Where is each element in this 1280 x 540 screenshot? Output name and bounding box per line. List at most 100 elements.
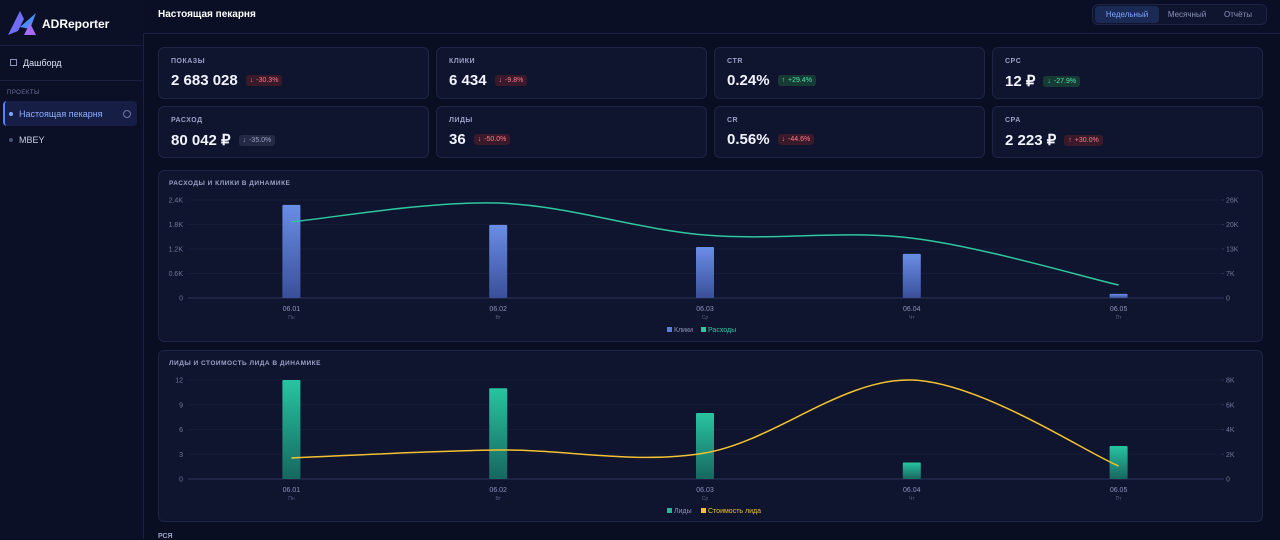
chart-title: РАСХОДЫ И КЛИКИ В ДИНАМИКЕ xyxy=(169,180,291,187)
bar xyxy=(1109,293,1128,298)
legend-swatch xyxy=(667,508,672,513)
kpi-value: 80 042 ₽ xyxy=(171,132,231,149)
y2-tick-label: 2K xyxy=(1226,452,1235,459)
x-sub-label: Чт xyxy=(909,496,915,502)
kpi-row: 0.56% ↓ -44.6% xyxy=(727,131,815,148)
y-tick-label: 1.8K xyxy=(169,222,184,229)
y2-tick-label: 8K xyxy=(1226,378,1235,385)
line xyxy=(291,379,1119,467)
kpi-value: 6 434 xyxy=(449,72,487,89)
legend-swatch xyxy=(701,508,706,513)
kpi-card: CPA 2 223 ₽ ↑ +30.0% xyxy=(992,106,1263,158)
kpi-label: CPC xyxy=(1005,58,1022,65)
kpi-card: CTR 0.24% ↑ +29.4% xyxy=(714,47,985,99)
kpi-delta: ↓ -44.6% xyxy=(777,134,815,145)
kpi-row: 12 ₽ ↓ -27.9% xyxy=(1005,72,1081,90)
y-tick-label: 3 xyxy=(179,452,183,459)
y2-tick-label: 26K xyxy=(1226,198,1239,205)
y2-tick-label: 6K xyxy=(1226,402,1235,409)
section-label: РСЯ xyxy=(158,533,173,540)
trend-arrow: ↓ xyxy=(242,136,247,144)
bar xyxy=(489,388,508,479)
kpi-row: 6 434 ↓ -9.8% xyxy=(449,72,528,89)
x-tick-label: 06.05 xyxy=(1110,487,1128,494)
kpi-row: 36 ↓ -50.0% xyxy=(449,131,511,148)
y2-tick-label: 20K xyxy=(1226,222,1239,229)
project-item[interactable]: Настоящая пекарня xyxy=(19,109,103,119)
kpi-delta: ↑ +29.4% xyxy=(777,75,816,86)
y-tick-label: 2.4K xyxy=(169,198,184,205)
kpi-value: 2 683 028 xyxy=(171,72,238,89)
kpi-delta: ↓ -9.8% xyxy=(494,75,528,86)
bar xyxy=(282,380,301,479)
x-tick-label: 06.02 xyxy=(489,306,507,313)
tab[interactable]: Недельный xyxy=(1095,6,1159,23)
x-tick-label: 06.01 xyxy=(283,306,301,313)
tabs: Недельный Месячный Отчёты xyxy=(1092,4,1267,25)
x-sub-label: Вт xyxy=(495,496,501,502)
kpi-value: 36 xyxy=(449,131,466,148)
x-sub-label: Пн xyxy=(288,315,295,321)
bar xyxy=(489,224,508,298)
legend-label: Стоимость лида xyxy=(708,508,761,515)
x-sub-label: Пн xyxy=(288,496,295,502)
nav-item[interactable]: Дашборд xyxy=(23,58,62,68)
trend-arrow: ↓ xyxy=(1047,77,1051,85)
x-sub-label: Пт xyxy=(1116,496,1123,502)
delta-text: -9.8% xyxy=(505,77,524,84)
kpi-label: ЛИДЫ xyxy=(449,117,473,124)
delta-text: -30.3% xyxy=(256,77,279,84)
bar xyxy=(902,462,921,479)
x-tick-label: 06.01 xyxy=(283,487,301,494)
kpi-label: CPA xyxy=(1005,117,1021,124)
x-sub-label: Ср xyxy=(702,496,709,502)
active-project-bg xyxy=(3,101,137,126)
y2-tick-label: 0 xyxy=(1226,477,1230,484)
delta-text: -27.9% xyxy=(1053,77,1077,85)
kpi-value: 0.24% xyxy=(727,72,770,89)
trend-arrow: ↑ xyxy=(781,77,786,84)
x-sub-label: Вт xyxy=(495,315,501,321)
chart-title: ЛИДЫ И СТОИМОСТЬ ЛИДА В ДИНАМИКЕ xyxy=(169,360,321,367)
sidebar: ADReporter Дашборд ПРОЕКТЫ Настоящая пек… xyxy=(0,0,144,539)
y-tick-label: 9 xyxy=(179,402,183,409)
y-tick-label: 6 xyxy=(179,427,183,434)
legend-swatch xyxy=(667,327,672,332)
kpi-card: КЛИКИ 6 434 ↓ -9.8% xyxy=(436,47,707,99)
page-title: Настоящая пекарня xyxy=(158,9,256,20)
kpi-label: РАСХОД xyxy=(171,117,203,124)
tab[interactable]: Отчёты xyxy=(1224,10,1252,19)
y-tick-label: 1.2K xyxy=(169,247,184,254)
y-tick-label: 12 xyxy=(175,378,183,385)
kpi-card: CR 0.56% ↓ -44.6% xyxy=(714,106,985,158)
tab[interactable]: Месячный xyxy=(1167,10,1207,19)
y-tick-label: 0 xyxy=(179,296,183,303)
kpi-row: 2 683 028 ↓ -30.3% xyxy=(171,72,283,89)
kpi-label: ПОКАЗЫ xyxy=(171,58,206,65)
y2-tick-label: 0 xyxy=(1226,296,1230,303)
line xyxy=(291,202,1119,286)
x-tick-label: 06.05 xyxy=(1110,306,1128,313)
legend-label: Расходы xyxy=(708,327,736,334)
project-dot xyxy=(9,138,13,142)
trend-arrow: ↓ xyxy=(477,136,482,143)
legend-label: Лиды xyxy=(674,508,692,515)
delta-text: -35.0% xyxy=(249,136,272,144)
settings-icon[interactable] xyxy=(123,110,131,118)
kpi-value: 12 ₽ xyxy=(1005,73,1036,90)
kpi-delta: ↓ -27.9% xyxy=(1043,75,1081,87)
y2-tick-label: 4K xyxy=(1226,427,1235,434)
x-tick-label: 06.04 xyxy=(903,306,921,313)
kpi-card: CPC 12 ₽ ↓ -27.9% xyxy=(992,47,1263,99)
project-item[interactable]: MBEY xyxy=(19,135,45,145)
delta-text: -50.0% xyxy=(484,136,507,143)
kpi-label: CTR xyxy=(727,58,743,65)
x-tick-label: 06.02 xyxy=(489,487,507,494)
kpi-value: 2 223 ₽ xyxy=(1005,132,1057,149)
delta-text: +30.0% xyxy=(1074,136,1099,144)
bar xyxy=(902,253,921,298)
bar xyxy=(282,204,301,298)
delta-text: -44.6% xyxy=(788,136,811,143)
project-dot xyxy=(9,112,13,116)
